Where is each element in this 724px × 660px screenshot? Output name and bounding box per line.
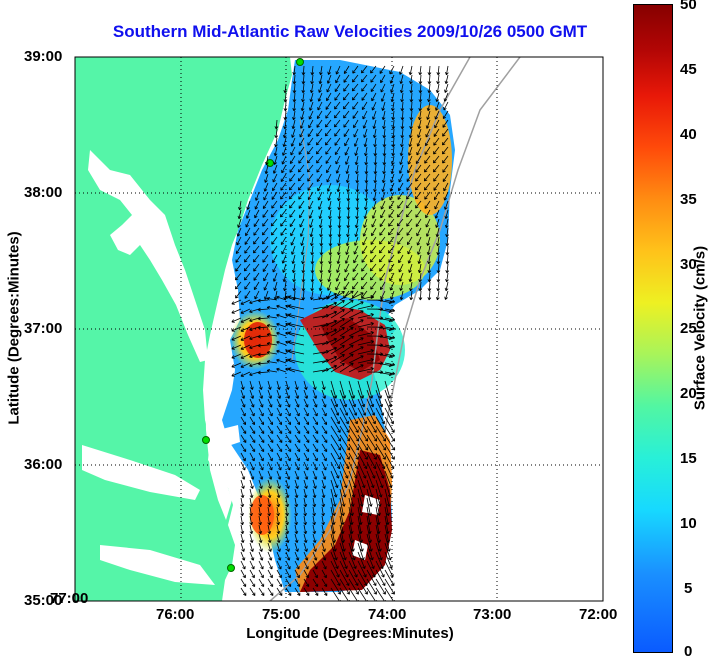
y-tick-3: 36:00 <box>24 456 63 473</box>
y-tick-1: 38:00 <box>24 184 63 201</box>
x-tick-0: 77:00 <box>50 590 89 607</box>
colorbar <box>633 4 673 653</box>
x-tick-4: 73:00 <box>473 606 512 623</box>
colorbar-tick-50: 50 <box>680 0 697 13</box>
y-tick-0: 39:00 <box>24 48 63 65</box>
y-axis-label: Latitude (Degrees:Minutes) <box>5 231 23 425</box>
x-tick-1: 76:00 <box>156 606 195 623</box>
x-tick-2: 75:00 <box>262 606 301 623</box>
colorbar-tick-25: 25 <box>680 320 697 337</box>
chesapeake-bay <box>88 150 208 362</box>
colorbar-tick-5: 5 <box>684 580 693 597</box>
arrow-paths <box>231 65 450 601</box>
colorbar-tick-10: 10 <box>680 515 697 532</box>
colorbar-tick-35: 35 <box>680 191 697 208</box>
colorbar-tick-15: 15 <box>680 450 697 467</box>
colorbar-tick-40: 40 <box>680 126 697 143</box>
x-tick-5: 72:00 <box>579 606 618 623</box>
colorbar-tick-0: 0 <box>684 643 693 660</box>
colorbar-tick-30: 30 <box>680 256 697 273</box>
velocity-arrows <box>231 65 450 601</box>
x-axis-label: Longitude (Degrees:Minutes) <box>246 625 454 642</box>
colorbar-tick-45: 45 <box>680 61 697 78</box>
y-tick-2: 37:00 <box>24 320 63 337</box>
grid-lines <box>75 57 603 601</box>
colorbar-tick-20: 20 <box>680 385 697 402</box>
colorbar-label: Surface Velocity (cm/s) <box>691 245 709 411</box>
y-tick-4: 35:00 <box>24 592 63 609</box>
map-title: Southern Mid-Atlantic Raw Velocities 200… <box>112 22 588 41</box>
x-tick-3: 74:00 <box>368 606 407 623</box>
